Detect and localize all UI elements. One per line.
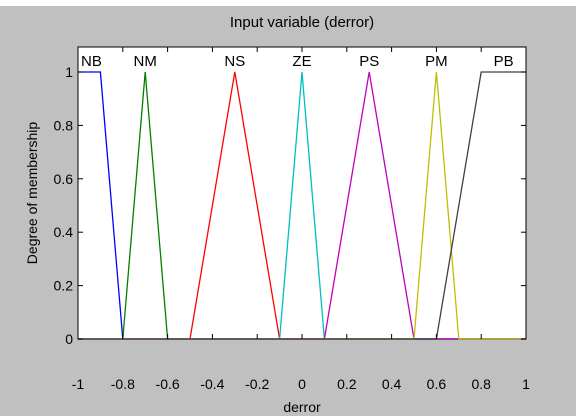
- x-tick-label: 0.6: [427, 376, 447, 392]
- x-tick-label: -0.4: [200, 376, 224, 392]
- y-tick-label: 0.8: [54, 117, 74, 133]
- y-tick-label: 0.6: [54, 171, 74, 187]
- y-tick-label: 0.2: [54, 278, 74, 294]
- x-axis-label: derror: [283, 399, 321, 415]
- y-tick-label: 0.4: [54, 224, 74, 240]
- mf-label-ns: NS: [224, 53, 245, 70]
- x-tick-label: 0.4: [382, 376, 402, 392]
- x-tick-label: 0.8: [471, 376, 491, 392]
- y-tick-label: 1: [65, 64, 73, 80]
- chart-title: Input variable (derror): [230, 14, 374, 31]
- mf-label-nb: NB: [81, 53, 102, 70]
- mf-label-pm: PM: [425, 53, 448, 70]
- x-tick-label: 0.2: [337, 376, 357, 392]
- y-tick-label: 0: [65, 331, 73, 347]
- mf-label-ps: PS: [359, 53, 379, 70]
- mf-label-pb: PB: [494, 53, 514, 70]
- x-tick-label: -0.2: [245, 376, 269, 392]
- x-tick-label: -0.8: [111, 376, 135, 392]
- x-tick-label: -1: [72, 376, 85, 392]
- mf-label-ze: ZE: [292, 53, 311, 70]
- x-tick-label: 1: [522, 376, 530, 392]
- y-axis-label: Degree of membership: [24, 122, 40, 265]
- x-tick-label: -0.6: [156, 376, 180, 392]
- x-tick-label: 0: [298, 376, 306, 392]
- mf-label-nm: NM: [134, 53, 157, 70]
- plot-area: [78, 47, 526, 339]
